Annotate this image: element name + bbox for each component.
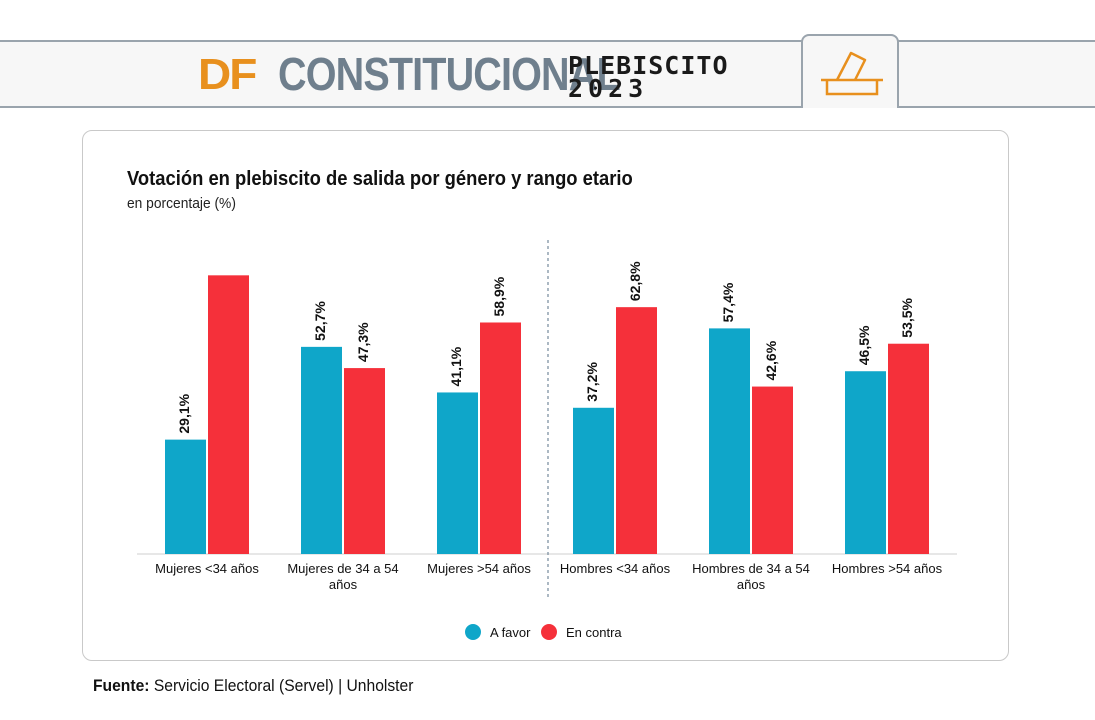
category-label-2: Mujeres de 34 a 54 años [287, 561, 398, 592]
legend-item-en-contra: En contra [541, 624, 622, 640]
brand-constitucional: CONSTITUCIONAL [278, 48, 621, 100]
brand-df: DF [198, 49, 257, 99]
data-label-a-favor-3: 41,1% [448, 346, 464, 386]
data-label-a-favor-2: 52,7% [312, 301, 328, 341]
legend-swatch-a-favor [465, 624, 481, 640]
ballot-box-icon [801, 34, 899, 108]
data-label-en-contra-2: 47,3% [355, 322, 371, 362]
category-label-6: Hombres >54 años [832, 561, 943, 576]
bar-a-favor-6 [845, 371, 886, 554]
legend-label-a-favor: A favor [490, 624, 531, 640]
data-label-en-contra-4: 62,8% [627, 261, 643, 301]
bar-a-favor-5 [709, 328, 750, 554]
legend-item-a-favor: A favor [465, 624, 530, 640]
data-label-en-contra-3: 58,9% [491, 276, 507, 316]
bar-en-contra-4 [616, 307, 657, 554]
brand-year: 2023 [568, 74, 649, 103]
source-note: Fuente: Servicio Electoral (Servel) | Un… [93, 676, 413, 696]
bar-en-contra-5 [752, 386, 793, 554]
category-label-3: Mujeres >54 años [427, 561, 531, 576]
bar-a-favor-1 [165, 439, 206, 554]
bar-a-favor-3 [437, 392, 478, 554]
source-text: Servicio Electoral (Servel) | Unholster [153, 676, 414, 695]
data-label-a-favor-6: 46,5% [856, 325, 872, 365]
source-label: Fuente: [93, 676, 150, 695]
data-label-a-favor-1: 29,1% [176, 393, 192, 433]
bar-en-contra-1 [208, 275, 249, 554]
brand-plebiscito: PLEBISCITO [568, 51, 729, 80]
chart-subtitle: en porcentaje (%) [127, 195, 236, 212]
bar-a-favor-4 [573, 407, 614, 554]
data-label-en-contra-5: 42,6% [763, 340, 779, 380]
data-label-a-favor-4: 37,2% [584, 362, 600, 402]
data-label-en-contra-6: 53,5% [899, 297, 915, 337]
header-banner [0, 40, 1095, 108]
legend-swatch-en-contra [541, 624, 557, 640]
legend-label-en-contra: En contra [566, 624, 622, 640]
bar-en-contra-2 [344, 368, 385, 554]
category-label-5: Hombres de 34 a 54 años [692, 561, 810, 592]
category-label-1: Mujeres <34 años [155, 561, 259, 576]
bar-en-contra-6 [888, 343, 929, 554]
category-label-4: Hombres <34 años [560, 561, 671, 576]
chart-title: Votación en plebiscito de salida por gén… [127, 168, 633, 190]
bar-en-contra-3 [480, 322, 521, 554]
data-label-a-favor-5: 57,4% [720, 282, 736, 322]
legend: A favor En contra [0, 624, 1095, 644]
bar-a-favor-2 [301, 346, 342, 554]
